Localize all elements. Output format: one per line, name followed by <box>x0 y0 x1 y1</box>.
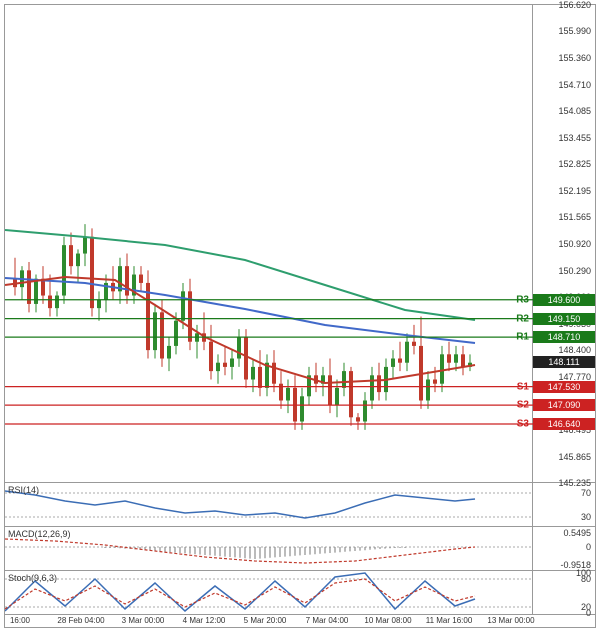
stoch-y-axis: 10080200 <box>533 571 595 615</box>
price-tick: 156.620 <box>558 0 591 10</box>
price-tick: 145.865 <box>558 452 591 462</box>
time-tick: 3 Mar 00:00 <box>122 616 165 625</box>
sr-price-R3: 149.600 <box>533 294 595 306</box>
time-tick: 4 Mar 12:00 <box>183 616 226 625</box>
rsi-svg <box>5 483 533 527</box>
rsi-label: RSI(14) <box>8 485 39 495</box>
stoch-tick: 80 <box>581 574 591 584</box>
macd-y-axis: 0.54950-0.9518 <box>533 527 595 571</box>
price-tick: 152.195 <box>558 186 591 196</box>
stoch-tick: 0 <box>586 608 591 618</box>
chart-container: 156.620155.990155.360154.710154.085153.4… <box>4 4 596 628</box>
time-x-axis: 16:00 28 Feb 04:00 3 Mar 00:00 4 Mar 12:00 5… <box>5 615 533 629</box>
price-tick: 152.825 <box>558 159 591 169</box>
current-price-marker: 148.111 <box>533 356 595 368</box>
macd-label: MACD(12,26,9) <box>8 529 71 539</box>
time-tick: 28 Feb 04:00 <box>57 616 104 625</box>
rsi-panel[interactable]: RSI(14) <box>5 483 533 527</box>
macd-svg <box>5 527 533 571</box>
price-tick: 153.455 <box>558 133 591 143</box>
price-tick: 155.990 <box>558 26 591 36</box>
price-tick: 154.085 <box>558 106 591 116</box>
price-tick: 155.360 <box>558 53 591 63</box>
time-tick: 7 Mar 04:00 <box>306 616 349 625</box>
price-tick: 154.710 <box>558 80 591 90</box>
sr-price-R2: 149.150 <box>533 313 595 325</box>
price-tick: 148.400 <box>558 345 591 355</box>
sr-price-S1: 147.530 <box>533 381 595 393</box>
macd-tick: 0 <box>586 542 591 552</box>
ma-overlay <box>5 5 533 483</box>
time-tick: 5 Mar 20:00 <box>244 616 287 625</box>
stoch-panel[interactable]: Stoch(9,6,3) <box>5 571 533 615</box>
price-tick: 150.290 <box>558 266 591 276</box>
time-tick: 10 Mar 08:00 <box>364 616 411 625</box>
time-tick: 11 Mar 16:00 <box>426 616 473 625</box>
macd-panel[interactable]: MACD(12,26,9) <box>5 527 533 571</box>
stoch-label: Stoch(9,6,3) <box>8 573 57 583</box>
time-tick: 13 Mar 00:00 <box>487 616 534 625</box>
rsi-tick: 30 <box>581 512 591 522</box>
stoch-svg <box>5 571 533 615</box>
rsi-tick: 70 <box>581 488 591 498</box>
price-y-axis: 156.620155.990155.360154.710154.085153.4… <box>533 5 595 483</box>
sr-price-S2: 147.090 <box>533 399 595 411</box>
price-tick: 150.920 <box>558 239 591 249</box>
time-tick: 16:00 <box>10 616 30 625</box>
price-chart[interactable] <box>5 5 533 483</box>
macd-tick: 0.5495 <box>563 528 591 538</box>
sr-price-R1: 148.710 <box>533 331 595 343</box>
sr-price-S3: 146.640 <box>533 418 595 430</box>
rsi-y-axis: 70 30 <box>533 483 595 527</box>
price-tick: 151.565 <box>558 212 591 222</box>
